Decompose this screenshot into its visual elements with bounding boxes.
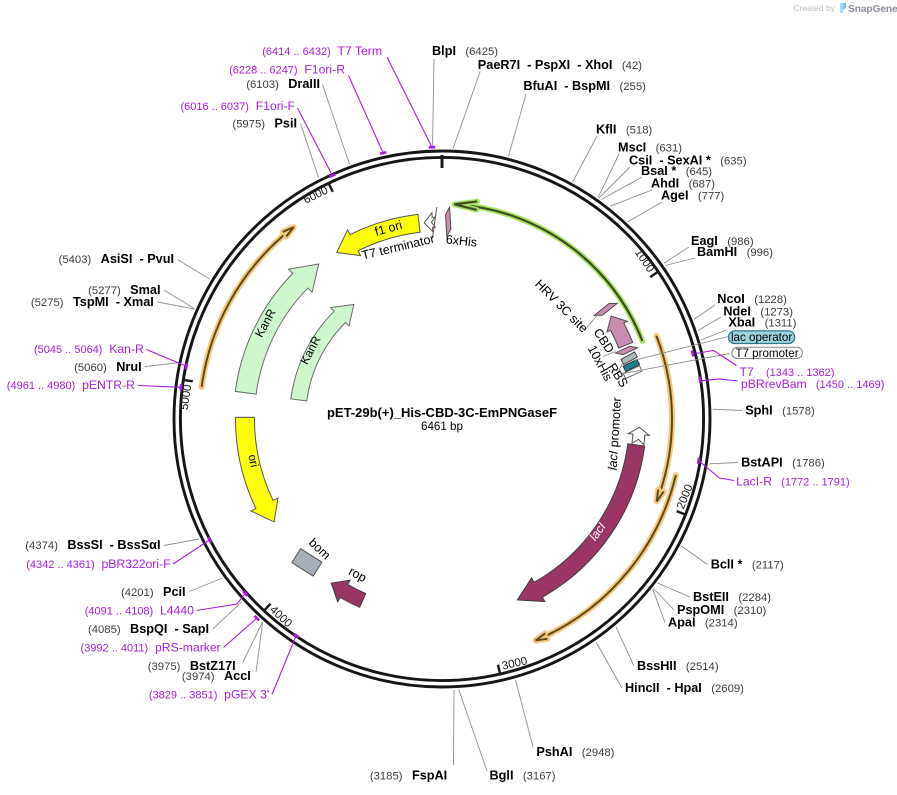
svg-text:Created by: Created by bbox=[793, 3, 835, 13]
svg-text:(6016 .. 6037) F1ori-F: (6016 .. 6037) F1ori-F bbox=[180, 99, 295, 113]
svg-text:(6228 .. 6247) F1ori-R: (6228 .. 6247) F1ori-R bbox=[229, 63, 345, 77]
svg-text:PaeR7I - PspXI - XhoI (42): PaeR7I - PspXI - XhoI (42) bbox=[478, 58, 642, 72]
svg-text:(4085) BspQI - SapI: (4085) BspQI - SapI bbox=[88, 622, 209, 636]
svg-text:lac operator: lac operator bbox=[731, 331, 792, 344]
svg-text:(5275) TspMI - XmaI: (5275) TspMI - XmaI bbox=[31, 295, 154, 309]
svg-text:6461 bp: 6461 bp bbox=[421, 420, 463, 433]
svg-text:(6414 .. 6432) T7 Term: (6414 .. 6432) T7 Term bbox=[262, 44, 382, 58]
svg-text:pBRrevBam (1450 .. 1469): pBRrevBam (1450 .. 1469) bbox=[741, 377, 884, 391]
svg-text:BamHI (996): BamHI (996) bbox=[697, 245, 773, 259]
svg-text:KflI (518): KflI (518) bbox=[596, 123, 652, 137]
svg-text:(5045 .. 5064) Kan-R: (5045 .. 5064) Kan-R bbox=[34, 342, 144, 356]
svg-text:MscI (631): MscI (631) bbox=[618, 141, 682, 155]
svg-text:(4342 .. 4361) pBR322ori-F: (4342 .. 4361) pBR322ori-F bbox=[26, 557, 170, 571]
svg-text:SphI (1578): SphI (1578) bbox=[745, 404, 815, 418]
svg-text:(5403) AsiSI - PvuI: (5403) AsiSI - PvuI bbox=[59, 252, 174, 266]
svg-text:(6103) DraIII: (6103) DraIII bbox=[246, 77, 320, 91]
svg-text:XbaI (1311): XbaI (1311) bbox=[728, 316, 796, 330]
svg-text:AgeI (777): AgeI (777) bbox=[661, 189, 725, 203]
svg-text:BclI * (2117): BclI * (2117) bbox=[711, 558, 784, 572]
svg-text:(5975) PsiI: (5975) PsiI bbox=[232, 117, 297, 131]
svg-text:(3185) FspAI: (3185) FspAI bbox=[370, 769, 447, 783]
svg-text:BlpI (6425): BlpI (6425) bbox=[432, 44, 498, 58]
svg-text:(4201) PciI: (4201) PciI bbox=[121, 585, 186, 599]
svg-text:LacI-R (1772 .. 1791): LacI-R (1772 .. 1791) bbox=[736, 475, 850, 489]
svg-text:(4091 .. 4108) L4440: (4091 .. 4108) L4440 bbox=[85, 604, 194, 618]
svg-text:BstEII (2284): BstEII (2284) bbox=[693, 590, 771, 604]
svg-text:T7 promoter: T7 promoter bbox=[735, 347, 798, 360]
svg-text:(4961 .. 4980) pENTR-R: (4961 .. 4980) pENTR-R bbox=[7, 378, 135, 392]
svg-text:BfuAI - BspMI (255): BfuAI - BspMI (255) bbox=[523, 79, 646, 93]
svg-text:BstAPI (1786): BstAPI (1786) bbox=[741, 456, 825, 470]
svg-text:ApaI (2314): ApaI (2314) bbox=[668, 616, 738, 630]
svg-text:(3992 .. 4011) pRS-marker: (3992 .. 4011) pRS-marker bbox=[81, 641, 221, 655]
svg-text:(3829 .. 3851) pGEX 3': (3829 .. 3851) pGEX 3' bbox=[149, 688, 269, 702]
svg-text:(4374) BssSI - BssSαI: (4374) BssSI - BssSαI bbox=[25, 538, 160, 552]
svg-text:pET-29b(+)_His-CBD-3C-EmPNGase: pET-29b(+)_His-CBD-3C-EmPNGaseF bbox=[327, 405, 557, 420]
svg-text:(5060) NruI: (5060) NruI bbox=[74, 360, 141, 374]
svg-text:(3974) AccI: (3974) AccI bbox=[182, 669, 251, 683]
svg-text:BssHII (2514): BssHII (2514) bbox=[637, 659, 719, 673]
svg-text:BglI (3167): BglI (3167) bbox=[490, 769, 556, 783]
svg-text:PshAI (2948): PshAI (2948) bbox=[536, 745, 614, 759]
svg-text:SnapGene: SnapGene bbox=[848, 4, 897, 15]
svg-text:HincII - HpaI (2609): HincII - HpaI (2609) bbox=[625, 681, 744, 695]
